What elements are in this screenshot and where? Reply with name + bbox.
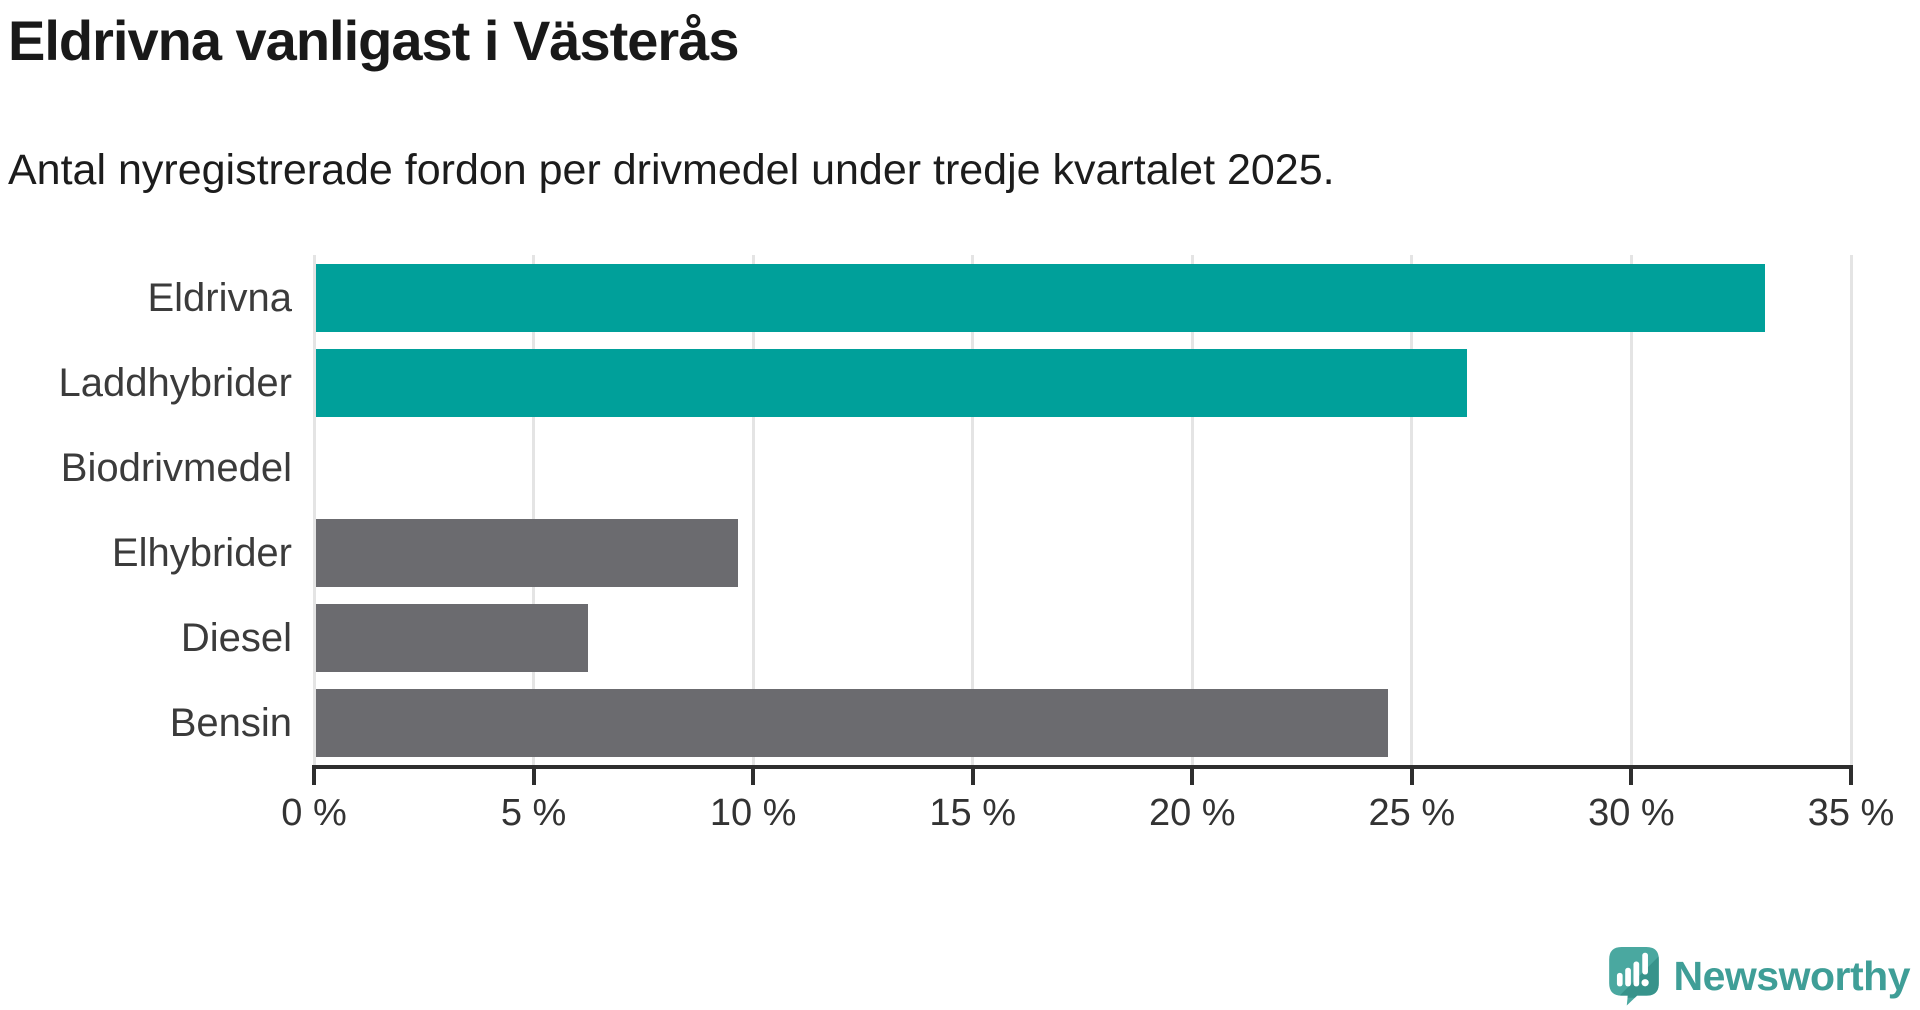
x-tick-label-30: 30 % xyxy=(1588,792,1675,834)
chart-subtitle: Antal nyregistrerade fordon per drivmede… xyxy=(8,146,1335,194)
category-label-elhybrider: Elhybrider xyxy=(111,530,292,575)
x-tick-30 xyxy=(1629,765,1634,785)
x-axis-line xyxy=(312,765,1853,769)
bar-elhybrider[interactable] xyxy=(316,518,738,587)
gridline-0 xyxy=(312,255,316,765)
x-tick-10 xyxy=(751,765,756,785)
bar-diesel[interactable] xyxy=(316,603,588,672)
bar-eldrivna[interactable] xyxy=(316,263,1765,332)
x-tick-label-15: 15 % xyxy=(929,792,1017,834)
newsworthy-logo: Newsworthy xyxy=(1608,946,1911,1006)
category-label-laddhybrider: Laddhybrider xyxy=(58,360,293,405)
category-label-diesel: Diesel xyxy=(180,615,292,660)
x-tick-label-35: 35 % xyxy=(1807,792,1895,834)
gridline-35 xyxy=(1849,255,1853,765)
x-tick-35 xyxy=(1849,765,1853,785)
category-label-eldrivna: Eldrivna xyxy=(147,275,292,320)
bar-laddhybrider[interactable] xyxy=(316,348,1467,417)
x-tick-label-0: 0 % xyxy=(281,792,347,834)
x-tick-20 xyxy=(1190,765,1195,785)
gridline-5 xyxy=(532,255,536,765)
x-tick-25 xyxy=(1409,765,1414,785)
chart-title: Eldrivna vanligast i Västerås xyxy=(8,9,739,72)
x-tick-label-20: 20 % xyxy=(1148,792,1236,834)
x-tick-15 xyxy=(970,765,975,785)
x-tick-5 xyxy=(531,765,536,785)
x-tick-label-10: 10 % xyxy=(709,792,797,834)
category-label-biodrivmedel: Biodrivmedel xyxy=(60,445,292,490)
gridline-15 xyxy=(971,255,975,765)
newsworthy-icon xyxy=(1608,947,1659,1006)
x-tick-0 xyxy=(312,765,316,785)
gridline-25 xyxy=(1410,255,1414,765)
gridline-10 xyxy=(751,255,755,765)
newsworthy-logo-text: Newsworthy xyxy=(1673,952,1911,999)
gridline-30 xyxy=(1629,255,1633,765)
x-tick-label-5: 5 % xyxy=(500,792,567,834)
x-tick-label-25: 25 % xyxy=(1368,792,1456,834)
category-label-bensin: Bensin xyxy=(169,700,292,745)
gridline-20 xyxy=(1190,255,1194,765)
bar-bensin[interactable] xyxy=(316,688,1388,757)
